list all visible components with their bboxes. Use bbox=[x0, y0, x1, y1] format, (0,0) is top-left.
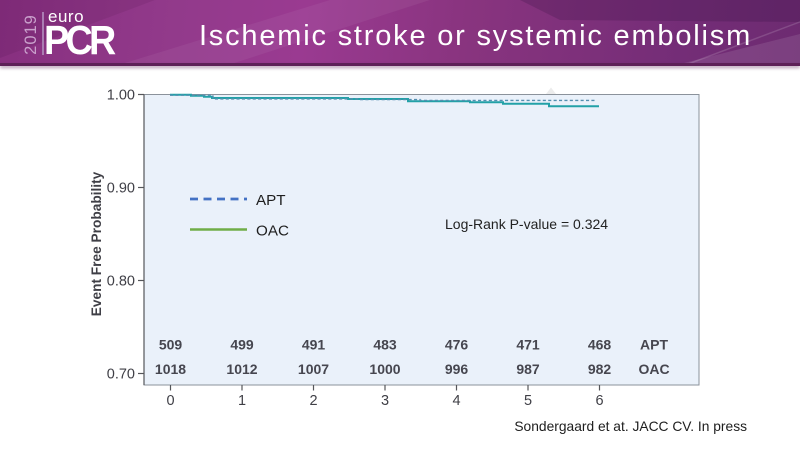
svg-text:0.80: 0.80 bbox=[107, 274, 135, 290]
svg-text:Event Free Probability: Event Free Probability bbox=[89, 171, 104, 316]
svg-text:471: 471 bbox=[516, 337, 540, 353]
svg-text:491: 491 bbox=[302, 337, 326, 353]
svg-text:5: 5 bbox=[524, 393, 532, 409]
svg-text:0: 0 bbox=[166, 393, 174, 409]
svg-text:3: 3 bbox=[381, 393, 389, 409]
svg-text:476: 476 bbox=[445, 337, 469, 353]
svg-text:OAC: OAC bbox=[256, 222, 289, 239]
svg-text:1.00: 1.00 bbox=[107, 88, 135, 104]
svg-text:1012: 1012 bbox=[226, 361, 257, 377]
svg-text:Log-Rank P-value = 0.324: Log-Rank P-value = 0.324 bbox=[445, 216, 608, 232]
svg-text:1: 1 bbox=[238, 393, 246, 409]
svg-text:4: 4 bbox=[452, 393, 460, 409]
svg-text:0.70: 0.70 bbox=[107, 367, 135, 383]
svg-text:OAC: OAC bbox=[638, 361, 669, 377]
svg-text:1007: 1007 bbox=[298, 361, 329, 377]
svg-text:996: 996 bbox=[445, 361, 469, 377]
svg-text:1018: 1018 bbox=[155, 361, 186, 377]
svg-text:6: 6 bbox=[595, 393, 603, 409]
svg-text:982: 982 bbox=[588, 361, 612, 377]
svg-text:2: 2 bbox=[309, 393, 317, 409]
svg-text:APT: APT bbox=[640, 337, 668, 353]
svg-text:1000: 1000 bbox=[369, 361, 400, 377]
svg-text:483: 483 bbox=[373, 337, 397, 353]
svg-text:499: 499 bbox=[230, 337, 254, 353]
svg-text:Sondergaard et at. JACC CV. In: Sondergaard et at. JACC CV. In press bbox=[514, 419, 747, 434]
svg-text:APT: APT bbox=[256, 192, 286, 209]
svg-text:0.90: 0.90 bbox=[107, 181, 135, 197]
svg-text:509: 509 bbox=[159, 337, 183, 353]
svg-text:468: 468 bbox=[588, 337, 612, 353]
svg-text:987: 987 bbox=[516, 361, 540, 377]
